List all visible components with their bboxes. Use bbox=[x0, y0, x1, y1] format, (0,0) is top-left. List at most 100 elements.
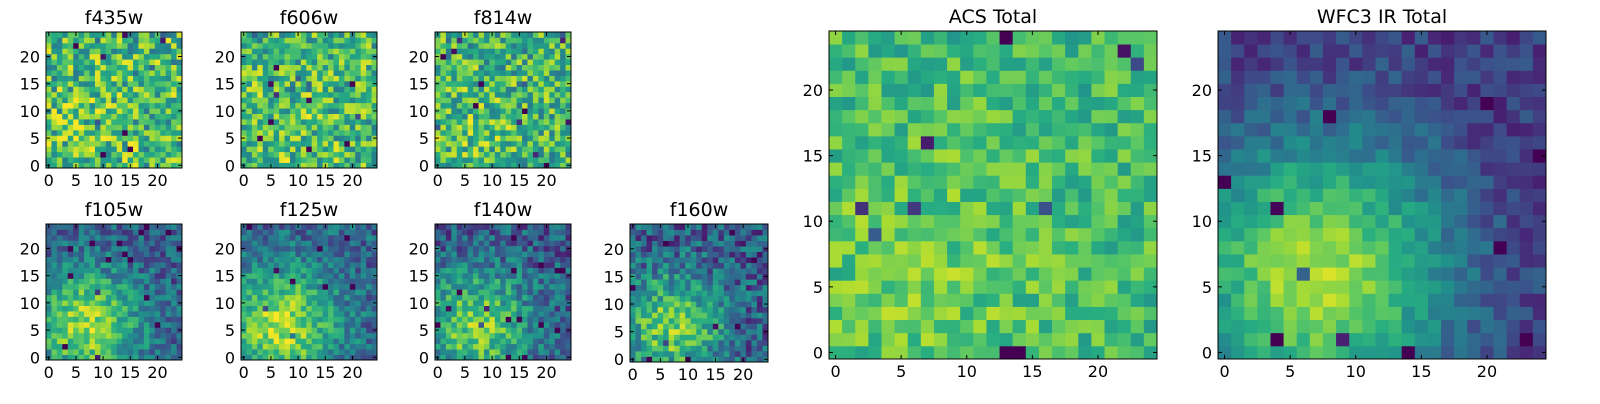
heatmap-cell bbox=[740, 230, 746, 236]
heatmap-cell bbox=[263, 157, 269, 163]
heatmap-cell bbox=[517, 316, 523, 322]
heatmap-cell bbox=[921, 346, 935, 360]
heatmap-cell bbox=[1078, 175, 1092, 189]
heatmap-cell bbox=[1091, 188, 1105, 202]
heatmap-cell bbox=[555, 76, 561, 82]
heatmap-cell bbox=[746, 307, 752, 313]
heatmap-cell bbox=[533, 251, 539, 257]
heatmap-cell bbox=[355, 103, 361, 109]
heatmap-cell bbox=[669, 268, 675, 274]
heatmap-cell bbox=[555, 349, 561, 355]
heatmap-cell bbox=[511, 86, 517, 92]
heatmap-cell bbox=[908, 346, 922, 360]
heatmap-cell bbox=[312, 114, 318, 120]
heatmap-cell bbox=[462, 322, 468, 328]
heatmap-cell bbox=[171, 108, 177, 114]
heatmap-cell bbox=[122, 76, 128, 82]
heatmap-cell bbox=[149, 295, 155, 301]
heatmap-cell bbox=[1052, 280, 1066, 294]
heatmap-cell bbox=[263, 114, 269, 120]
heatmap-cell bbox=[323, 268, 329, 274]
heatmap-cell bbox=[986, 202, 1000, 216]
heatmap-cell bbox=[295, 316, 301, 322]
heatmap-cell bbox=[484, 65, 490, 71]
heatmap-cell bbox=[252, 257, 258, 263]
heatmap-cell bbox=[636, 340, 642, 346]
heatmap-cell bbox=[855, 149, 869, 163]
heatmap-cell bbox=[757, 351, 763, 357]
heatmap-cell bbox=[84, 300, 90, 306]
heatmap-cell bbox=[489, 124, 495, 130]
heatmap-cell bbox=[366, 76, 372, 82]
heatmap-cell bbox=[484, 273, 490, 279]
heatmap-cell bbox=[100, 240, 106, 246]
heatmap-cell bbox=[73, 262, 79, 268]
heatmap-cell bbox=[446, 157, 452, 163]
heatmap-cell bbox=[117, 273, 123, 279]
heatmap-cell bbox=[252, 322, 258, 328]
heatmap-cell bbox=[133, 130, 139, 136]
heatmap-cell bbox=[366, 157, 372, 163]
heatmap-cell bbox=[746, 263, 752, 269]
heatmap-cell bbox=[90, 229, 96, 235]
heatmap-cell bbox=[344, 262, 350, 268]
heatmap-cell bbox=[740, 274, 746, 280]
heatmap-cell bbox=[328, 152, 334, 158]
heatmap-cell bbox=[128, 273, 134, 279]
heatmap-cell bbox=[1091, 215, 1105, 229]
heatmap-cell bbox=[366, 48, 372, 54]
heatmap-cell bbox=[522, 327, 528, 333]
heatmap-cell bbox=[680, 329, 686, 335]
heatmap-cell bbox=[57, 114, 63, 120]
heatmap-cell bbox=[241, 251, 247, 257]
heatmap-cell bbox=[68, 268, 74, 274]
heatmap-cell bbox=[451, 86, 457, 92]
heatmap-cell bbox=[1039, 280, 1053, 294]
heatmap-cell bbox=[842, 202, 856, 216]
heatmap-cell bbox=[973, 202, 987, 216]
heatmap-cell bbox=[1078, 307, 1092, 321]
heatmap-cell bbox=[440, 262, 446, 268]
heatmap-cell bbox=[323, 240, 329, 246]
heatmap-cell bbox=[155, 92, 161, 98]
heatmap-cell bbox=[268, 278, 274, 284]
heatmap-cell bbox=[62, 130, 68, 136]
heatmap-cell bbox=[350, 65, 356, 71]
heatmap-cell bbox=[252, 86, 258, 92]
heatmap-cell bbox=[333, 289, 339, 295]
heatmap-cell bbox=[527, 130, 533, 136]
heatmap-cell bbox=[366, 114, 372, 120]
heatmap-cell bbox=[306, 338, 312, 344]
heatmap-cell bbox=[160, 124, 166, 130]
heatmap-cell bbox=[290, 65, 296, 71]
heatmap-cell bbox=[630, 290, 636, 296]
heatmap-cell bbox=[285, 289, 291, 295]
heatmap-cell bbox=[328, 278, 334, 284]
heatmap-cell bbox=[707, 224, 713, 230]
heatmap-cell bbox=[1052, 175, 1066, 189]
heatmap-cell bbox=[484, 32, 490, 38]
heatmap-cell bbox=[468, 333, 474, 339]
heatmap-cell bbox=[95, 70, 101, 76]
heatmap-cell bbox=[350, 235, 356, 241]
heatmap-cell bbox=[718, 274, 724, 280]
heatmap-cell bbox=[484, 262, 490, 268]
heatmap-cell bbox=[538, 70, 544, 76]
heatmap-cell bbox=[908, 320, 922, 334]
heatmap-cell bbox=[90, 262, 96, 268]
heatmap-cell bbox=[729, 252, 735, 258]
heatmap-cell bbox=[549, 152, 555, 158]
heatmap-cell bbox=[344, 54, 350, 60]
heatmap-cell bbox=[691, 285, 697, 291]
heatmap-cell bbox=[57, 246, 63, 252]
heatmap-cell bbox=[1039, 293, 1053, 307]
heatmap-cell bbox=[1078, 228, 1092, 242]
heatmap-cell bbox=[355, 289, 361, 295]
heatmap-cell bbox=[268, 316, 274, 322]
heatmap-cell bbox=[149, 135, 155, 141]
heatmap-cell bbox=[500, 124, 506, 130]
heatmap-cell bbox=[333, 311, 339, 317]
heatmap-cell bbox=[106, 284, 112, 290]
heatmap-cell bbox=[68, 86, 74, 92]
heatmap-cell bbox=[51, 278, 57, 284]
